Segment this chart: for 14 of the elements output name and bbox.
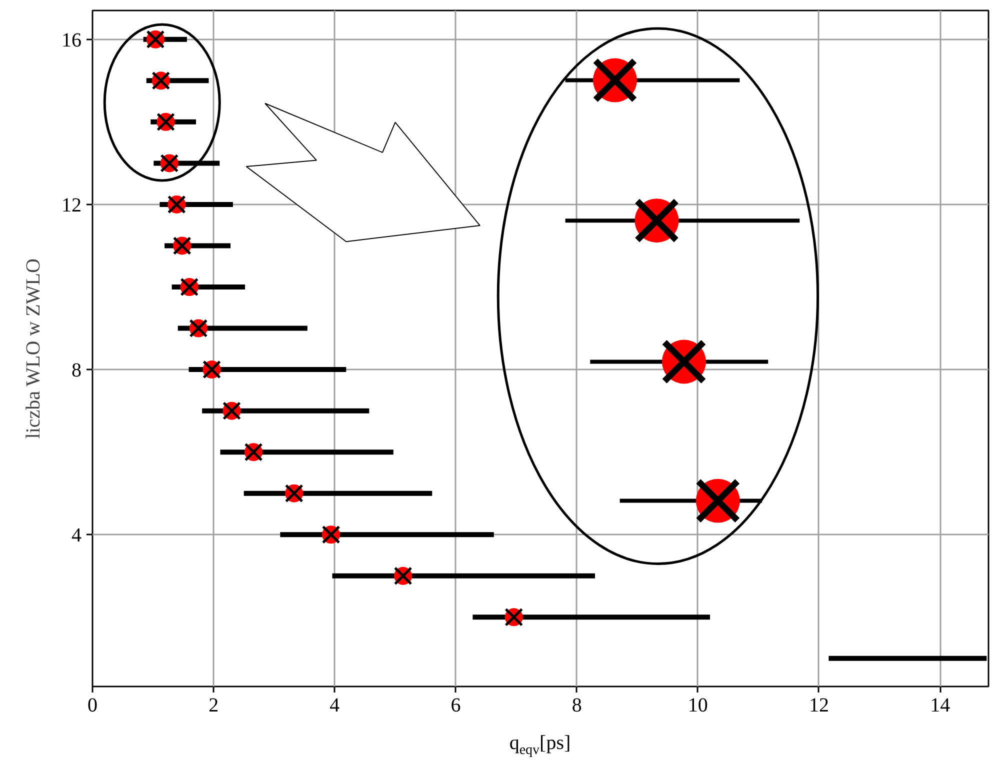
x-tick-label: 12 — [808, 694, 829, 716]
x-tick-label: 10 — [688, 694, 708, 716]
y-tick-label: 12 — [62, 194, 82, 216]
x-axis-title: q$_{eqv}$[ps] — [509, 731, 571, 760]
y-tick-label: 8 — [72, 360, 82, 382]
y-tick-label: 16 — [62, 29, 82, 52]
x-tick-label: 6 — [450, 694, 461, 716]
x-tick-label: 2 — [208, 694, 219, 716]
y-axis-title: liczba WLO w ZWLO — [22, 258, 44, 439]
x-tick-label: 4 — [330, 694, 340, 716]
x-tick-label: 8 — [572, 694, 582, 716]
x-tick-label: 0 — [88, 694, 98, 716]
y-tick-label: 4 — [72, 524, 82, 547]
x-tick-label: 14 — [930, 694, 950, 716]
